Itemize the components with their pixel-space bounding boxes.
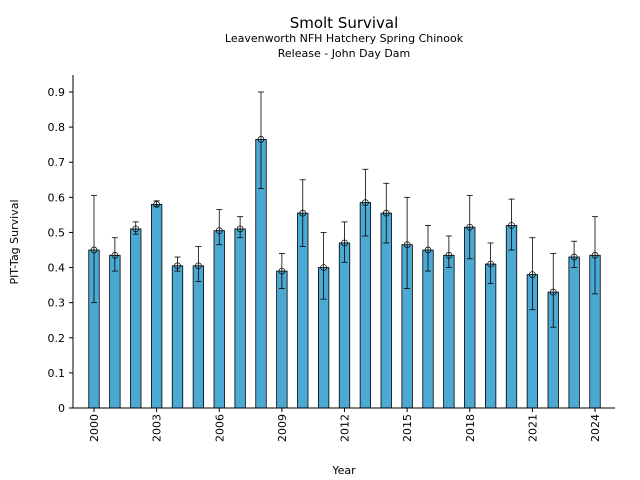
bar-rect: [484, 263, 497, 409]
x-tick-label: 2021: [526, 414, 539, 442]
y-axis-ticks: 0 0.1 0.2 0.3 0.4 0.5 0.6 0.7 0.8 0.9: [48, 86, 73, 415]
y-tick-label: 0.6: [48, 191, 66, 204]
x-tick-label: 2006: [213, 414, 226, 442]
point-marker: [529, 271, 536, 278]
bar-2012: [338, 221, 351, 409]
bar-2001: [109, 237, 121, 409]
point-marker: [215, 227, 223, 235]
x-tick-label: 2003: [151, 414, 164, 442]
bar-2024: [589, 216, 601, 409]
bar-2023: [568, 240, 580, 409]
point-marker: [549, 288, 557, 296]
chart-subtitle-line1: Leavenworth NFH Hatchery Spring Chinook: [225, 32, 464, 45]
point-marker: [174, 262, 181, 270]
bar-rect: [443, 254, 455, 409]
point-marker: [257, 136, 265, 143]
bars-layer: [88, 91, 601, 409]
x-tick-label: 2009: [276, 414, 289, 442]
y-tick-label: 0.7: [48, 156, 66, 169]
x-axis-ticks: 2000 2003 2006 2009 2012 2015 2018 2021 2024: [88, 408, 602, 442]
point-marker: [132, 225, 140, 233]
bar-rect: [171, 265, 184, 409]
point-marker: [424, 246, 432, 254]
bar-rect: [109, 254, 121, 409]
bar-2004: [171, 256, 184, 409]
bar-rect: [505, 225, 518, 409]
bar-rect: [422, 249, 434, 409]
bar-2000: [88, 195, 100, 409]
point-marker: [445, 251, 453, 259]
point-marker: [466, 223, 474, 231]
point-marker: [90, 246, 98, 254]
point-marker: [278, 267, 286, 275]
bar-2008: [255, 91, 267, 409]
point-marker: [570, 253, 578, 261]
point-marker: [341, 239, 348, 247]
bar-2005: [192, 246, 205, 409]
y-tick-label: 0.1: [48, 367, 66, 380]
point-marker: [153, 201, 160, 208]
bar-2007: [234, 216, 246, 409]
bar-2014: [380, 182, 392, 409]
y-tick-label: 0.2: [48, 332, 66, 345]
y-tick-label: 0.5: [48, 226, 66, 239]
bar-2019: [484, 242, 497, 409]
bar-rect: [150, 203, 163, 409]
bar-rect: [130, 228, 142, 409]
bar-2022: [547, 253, 559, 409]
bar-2020: [505, 198, 518, 409]
bar-2018: [464, 195, 476, 409]
x-tick-label: 2015: [401, 414, 414, 442]
point-marker: [591, 251, 599, 259]
y-tick-label: 0: [58, 402, 65, 415]
x-tick-label: 2000: [88, 414, 101, 442]
point-marker: [111, 251, 119, 259]
y-tick-label: 0.8: [48, 121, 66, 134]
bar-rect: [338, 242, 351, 409]
chart-title: Smolt Survival: [290, 14, 399, 32]
point-marker: [195, 262, 202, 270]
x-tick-label: 2018: [464, 414, 477, 442]
bar-rect: [568, 256, 580, 409]
chart-subtitle-line2: Release - John Day Dam: [278, 47, 411, 60]
y-tick-label: 0.3: [48, 297, 66, 310]
bar-rect: [276, 270, 288, 409]
bar-2017: [443, 235, 455, 409]
point-marker: [320, 264, 327, 271]
point-marker: [236, 225, 244, 233]
point-marker: [382, 209, 390, 217]
point-marker: [403, 241, 411, 249]
x-tick-label: 2024: [589, 414, 602, 442]
bar-rect: [234, 228, 246, 409]
point-marker: [508, 222, 515, 229]
y-tick-label: 0.4: [48, 262, 66, 275]
y-axis-label: PIT-Tag Survival: [8, 199, 21, 284]
bar-rect: [213, 230, 225, 409]
bar-rect: [192, 265, 205, 409]
bar-2013: [359, 168, 372, 409]
bar-2016: [422, 225, 434, 409]
point-marker: [487, 260, 494, 268]
bar-2009: [276, 253, 288, 409]
point-marker: [299, 209, 307, 217]
point-marker: [362, 199, 369, 206]
x-tick-label: 2012: [339, 414, 352, 442]
bar-2010: [297, 179, 309, 409]
bar-2003: [150, 200, 163, 409]
y-tick-label: 0.9: [48, 86, 66, 99]
bar-2015: [401, 196, 413, 409]
bar-2011: [317, 232, 330, 409]
bar-2006: [213, 209, 225, 409]
bar-2021: [526, 237, 539, 409]
x-axis-label: Year: [331, 464, 356, 477]
bar-2002: [130, 221, 142, 409]
